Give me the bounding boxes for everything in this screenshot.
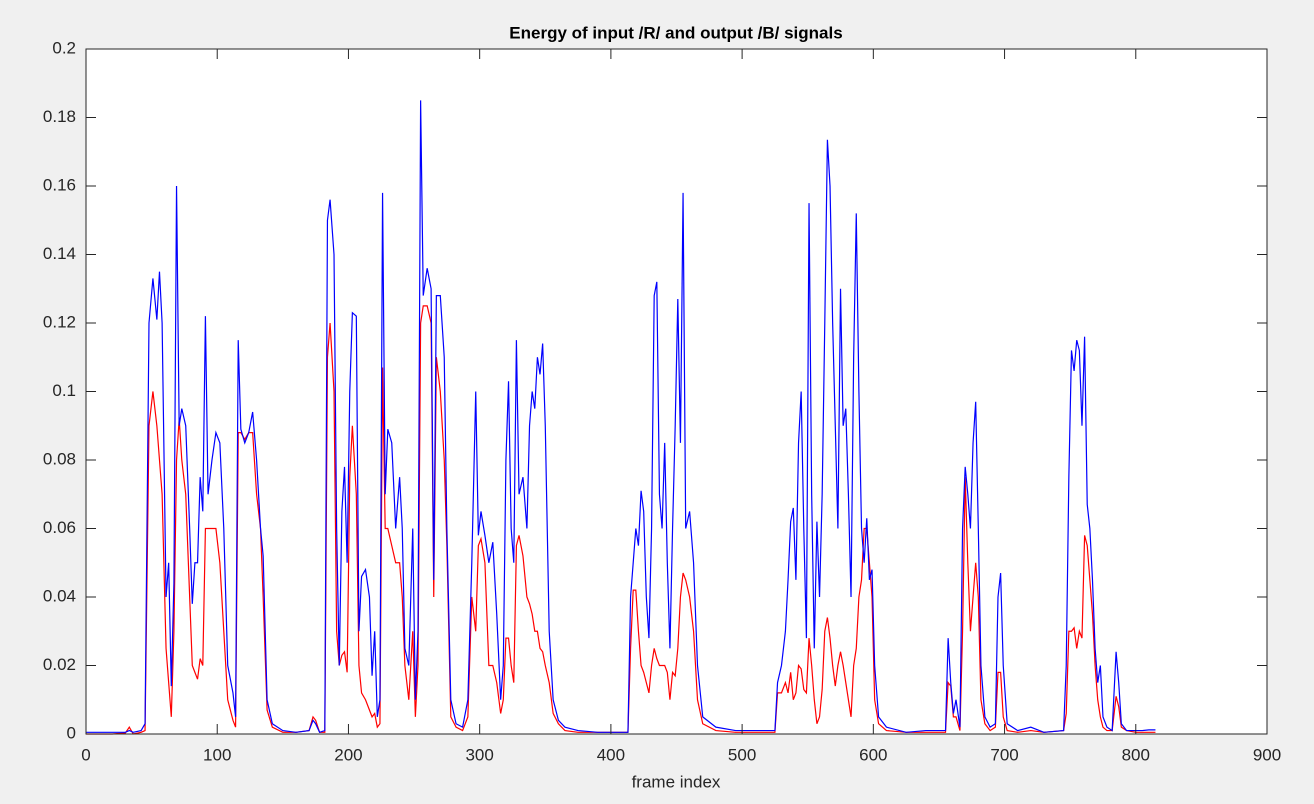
y-tick-label: 0.02 — [43, 655, 76, 674]
x-tick-label: 0 — [81, 745, 90, 764]
y-tick-label: 0.04 — [43, 586, 76, 605]
y-tick-label: 0.08 — [43, 449, 76, 468]
x-tick-label: 100 — [203, 745, 231, 764]
x-tick-label: 300 — [465, 745, 493, 764]
y-tick-label: 0.2 — [52, 38, 76, 57]
x-axis-label: frame index — [632, 772, 721, 791]
y-tick-label: 0.14 — [43, 244, 76, 263]
x-tick-label: 800 — [1122, 745, 1150, 764]
x-tick-label: 400 — [597, 745, 625, 764]
x-tick-label: 700 — [990, 745, 1018, 764]
plot-area — [86, 49, 1267, 734]
y-tick-label: 0.1 — [52, 381, 76, 400]
x-tick-label: 900 — [1253, 745, 1281, 764]
chart-title: Energy of input /R/ and output /B/ signa… — [509, 23, 842, 42]
data-line — [86, 100, 1156, 734]
x-tick-label: 200 — [334, 745, 362, 764]
y-tick-label: 0.16 — [43, 175, 76, 194]
y-tick-label: 0.12 — [43, 312, 76, 331]
y-tick-label: 0.18 — [43, 107, 76, 126]
x-tick-label: 500 — [728, 745, 756, 764]
y-tick-label: 0.06 — [43, 518, 76, 537]
data-line — [86, 305, 1156, 735]
x-tick-label: 600 — [859, 745, 887, 764]
y-tick-label: 0 — [67, 723, 76, 742]
